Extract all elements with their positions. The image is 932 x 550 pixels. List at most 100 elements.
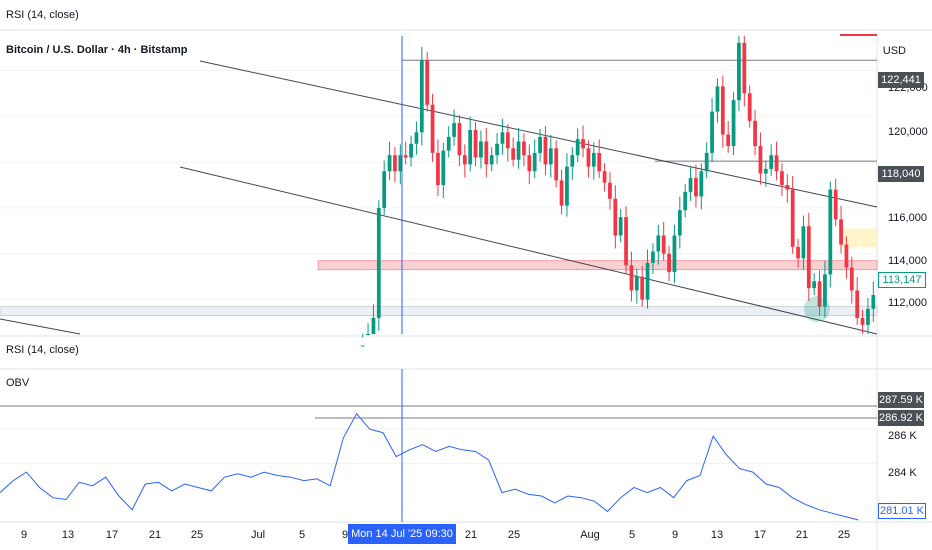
candle-body — [661, 235, 666, 254]
candle-body — [419, 60, 424, 133]
indicator-header-label[interactable]: RSI (14, close) — [6, 9, 79, 21]
candle-body — [452, 123, 456, 137]
candle-body — [860, 317, 865, 325]
obv-tick: 286 K — [888, 430, 917, 442]
obv-pane-label[interactable]: OBV — [6, 377, 30, 389]
candle-body — [747, 93, 752, 121]
candle-body — [699, 171, 704, 197]
candle-body — [489, 155, 494, 165]
candle-body — [710, 111, 714, 153]
date-tick: Jul — [250, 529, 266, 541]
date-tick: 21 — [148, 529, 162, 541]
candle-body — [382, 171, 387, 208]
candle-body — [758, 146, 763, 174]
candle-body — [538, 136, 542, 153]
candle-body — [554, 148, 559, 181]
candle-body — [473, 129, 478, 158]
candle-body — [376, 207, 381, 318]
candle-body — [398, 155, 403, 172]
rsi-pane-label[interactable]: RSI (14, close) — [6, 344, 79, 356]
candle-body — [505, 132, 510, 149]
candle-body — [720, 86, 725, 135]
candle-body — [527, 155, 532, 172]
candle-body — [468, 129, 473, 165]
date-tick: 21 — [464, 529, 478, 541]
obv-line — [0, 412, 859, 521]
date-tick: 21 — [795, 529, 809, 541]
candle-body — [844, 244, 849, 268]
candle-body — [629, 265, 634, 291]
candle-body — [656, 235, 661, 252]
candle-body — [790, 189, 795, 247]
candle-body — [608, 182, 612, 199]
candle-body — [516, 141, 521, 160]
candle-body — [849, 267, 854, 291]
price-tick: 112,000 — [888, 297, 927, 309]
candle-body — [828, 189, 833, 275]
candle-body — [591, 152, 596, 167]
candle-body — [806, 226, 811, 289]
candle-body — [866, 308, 870, 325]
candle-body — [801, 226, 806, 259]
candle-body — [796, 246, 800, 259]
support-band — [0, 306, 878, 316]
candle-body — [570, 155, 575, 167]
candle-body — [769, 155, 774, 169]
date-tick: 5 — [628, 529, 636, 541]
candle-body — [726, 134, 731, 147]
candle-body — [511, 148, 516, 160]
candle-body — [688, 178, 693, 192]
candle-body — [731, 100, 736, 147]
date-tick: 25 — [837, 529, 851, 541]
candle-body — [495, 143, 499, 156]
candle-body — [640, 276, 645, 300]
date-tick: 25 — [507, 529, 521, 541]
candle-body — [387, 155, 392, 172]
date-tick: 5 — [298, 529, 306, 541]
price-tick: 114,000 — [888, 255, 927, 267]
date-tick: 13 — [710, 529, 724, 541]
currency-label[interactable]: USD — [882, 45, 906, 57]
candle-body — [812, 281, 817, 289]
obv-tick: 284 K — [888, 467, 917, 479]
candle-body — [409, 143, 413, 158]
candle-body — [651, 251, 655, 263]
crosshair-date-label: Mon 14 Jul '25 09:30 — [348, 524, 456, 544]
candle-body — [581, 139, 585, 149]
supply-zone — [317, 260, 878, 271]
candle-body — [479, 141, 483, 158]
candle-body — [522, 141, 526, 156]
obv-level-tag: 286.92 K — [878, 410, 924, 426]
candle-body — [618, 217, 623, 236]
date-tick: 9 — [671, 529, 679, 541]
candle-body — [785, 185, 790, 190]
candle-body — [855, 290, 860, 318]
obv-current-tag: 281.01 K — [878, 503, 926, 519]
candle-body — [677, 210, 682, 236]
candle-body — [532, 152, 537, 172]
candle-body — [414, 132, 419, 144]
date-tick: 9 — [20, 529, 28, 541]
candle-body — [586, 148, 591, 167]
candle-body — [645, 262, 650, 300]
candle-body — [839, 219, 843, 245]
candle-body — [715, 86, 720, 112]
candle-body — [559, 180, 564, 206]
candle-body — [565, 166, 569, 206]
symbol-title[interactable]: Bitcoin / U.S. Dollar · 4h · Bitstamp — [6, 44, 188, 56]
candle-body — [704, 152, 709, 172]
candle-body — [780, 171, 784, 185]
candle-body — [457, 123, 462, 156]
candle-body — [602, 171, 607, 183]
candle-body — [446, 136, 451, 151]
candle-body — [823, 274, 827, 307]
candle-body — [575, 139, 580, 156]
candle-body — [371, 317, 376, 334]
candle-body — [737, 42, 741, 101]
candle-body — [667, 253, 671, 273]
highlight-circle — [804, 296, 830, 322]
candle-body — [871, 295, 876, 309]
candle-body — [774, 155, 779, 172]
price-level-tag: 118,040 — [878, 166, 924, 182]
